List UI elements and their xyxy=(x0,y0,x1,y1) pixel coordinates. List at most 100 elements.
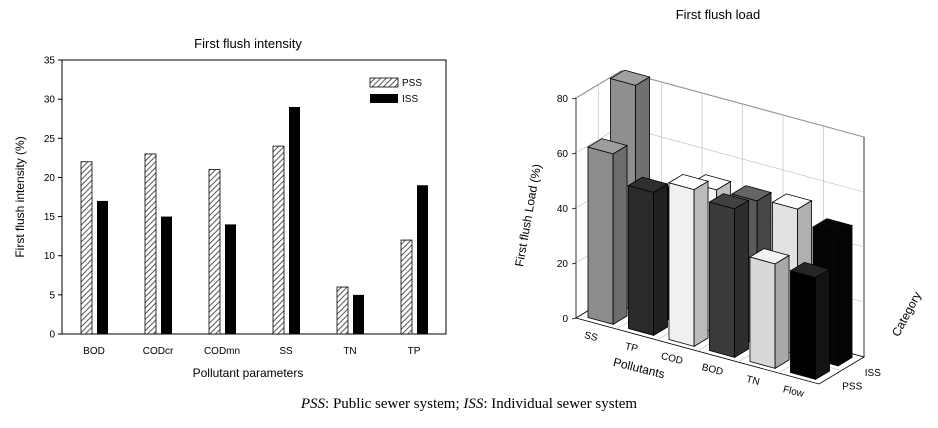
caption-pss-text: : Public sewer system; xyxy=(325,396,464,412)
load-z-axis-label: First flush Load (%) xyxy=(512,163,544,268)
intensity-bar-iss-tp xyxy=(417,185,428,334)
intensity-plot-frame xyxy=(61,59,447,335)
caption-pss-abbr: PSS xyxy=(300,396,326,412)
load-bar-pss-flow-top xyxy=(789,261,831,279)
load-z-tick-label: 60 xyxy=(557,149,569,160)
intensity-bars xyxy=(80,106,428,335)
load-z-tick-label: 0 xyxy=(562,314,568,325)
intensity-bar-iss-codcr xyxy=(161,216,172,334)
load-bar-pss-flow-side xyxy=(815,268,830,381)
load-bar-pss-ss xyxy=(586,138,629,326)
load-bar-pss-cod-front xyxy=(668,182,695,347)
intensity-y-axis-label: First flush intensity (%) xyxy=(13,136,27,257)
load-bar-iss-ss-top xyxy=(609,69,651,86)
intensity-y-tick-label: 20 xyxy=(44,173,56,184)
load-z-tick xyxy=(571,262,577,265)
load-bar-pss-cod xyxy=(667,173,710,348)
load-category-axis-label: Category xyxy=(889,289,924,339)
load-category-tick-label: ISS xyxy=(865,368,881,379)
load-category-tick-label: PSS xyxy=(842,381,862,392)
load-bar-pss-ss-side xyxy=(612,144,628,326)
intensity-x-tick-label: TN xyxy=(343,346,356,357)
figure-caption: PSS: Public sewer system; ISS: Individua… xyxy=(0,396,938,413)
load-bar-iss-tn-top xyxy=(771,193,813,210)
load-x-tick-label: Flow xyxy=(782,384,806,400)
intensity-bar-iss-tn xyxy=(353,294,364,334)
load-bar-pss-tn-top xyxy=(748,248,791,265)
load-z-tick xyxy=(571,97,577,100)
intensity-y-tick-label: 15 xyxy=(44,212,56,223)
legend-swatch-iss xyxy=(370,94,398,103)
load-bar-pss-tn-side xyxy=(774,254,790,370)
load-bar-pss-tp xyxy=(627,176,669,337)
intensity-chart: First flush intensity 0 5 10 15 20 25 30 35 BOD… xyxy=(13,36,447,380)
intensity-y-tick-label: 10 xyxy=(44,251,56,262)
load-bar-pss-tn xyxy=(748,248,791,370)
intensity-y-tick-label: 35 xyxy=(44,56,56,67)
load-z-tick xyxy=(571,152,577,155)
intensity-x-tick-label: CODmn xyxy=(204,346,240,357)
load-bar-iss-bod-top xyxy=(730,185,773,202)
intensity-x-tick-label: SS xyxy=(279,346,293,357)
intensity-y-tick-label: 5 xyxy=(49,290,55,301)
load-bar-pss-tp-top xyxy=(627,176,669,193)
intensity-y-axis: 0 5 10 15 20 25 30 35 xyxy=(44,56,62,341)
caption-iss-abbr: ISS xyxy=(463,396,484,412)
intensity-x-tick-label: TP xyxy=(408,346,421,357)
intensity-bar-pss-tp xyxy=(400,239,413,335)
load-z-axis: 0 20 40 60 80 xyxy=(557,94,577,325)
intensity-x-axis: BOD CODcr CODmn SS TN TP xyxy=(83,346,421,357)
load-bar-pss-bod xyxy=(708,193,750,359)
legend-swatch-pss xyxy=(369,77,399,88)
load-bar-iss-flow-top xyxy=(811,218,854,235)
intensity-bar-pss-codmn xyxy=(208,169,221,335)
load-bar-pss-bod-top xyxy=(708,193,750,210)
intensity-chart-title: First flush intensity xyxy=(194,36,302,51)
load-z-tick xyxy=(571,207,577,210)
load-bar-pss-tp-side xyxy=(653,183,668,337)
load-bar-pss-flow xyxy=(789,261,831,381)
load-bar-iss-flow-side xyxy=(837,224,853,367)
load-bar-pss-bod-side xyxy=(734,199,749,359)
load-z-tick-label: 80 xyxy=(557,94,569,105)
load-bar-pss-ss-front xyxy=(587,146,614,325)
intensity-y-tick-label: 30 xyxy=(44,95,56,106)
load-z-tick xyxy=(571,317,577,320)
caption-iss-text: : Individual sewer system xyxy=(483,396,638,412)
load-chart-title: First flush load xyxy=(676,7,761,22)
legend-label-pss: PSS xyxy=(402,78,422,89)
intensity-x-tick-label: BOD xyxy=(83,346,105,357)
load-x-axis: SS TP COD BOD TN Flow xyxy=(583,330,806,400)
intensity-x-tick-label: CODcr xyxy=(143,346,174,357)
load-x-tick-label: SS xyxy=(583,330,599,344)
intensity-bar-pss-ss xyxy=(272,145,285,335)
load-bar-pss-ss-top xyxy=(586,138,629,155)
load-bar-pss-cod-side xyxy=(693,180,709,348)
intensity-bar-iss-codmn xyxy=(225,224,236,334)
intensity-bar-pss-bod xyxy=(80,161,93,335)
intensity-legend: PSS ISS xyxy=(369,77,422,105)
intensity-bar-iss-bod xyxy=(97,200,108,334)
load-x-tick-label: BOD xyxy=(701,362,725,378)
load-x-tick-label: TP xyxy=(624,341,639,355)
intensity-bar-iss-ss xyxy=(289,106,300,334)
load-bar-pss-cod-top xyxy=(667,173,710,191)
legend-label-iss: ISS xyxy=(402,94,418,105)
intensity-bar-pss-codcr xyxy=(144,153,157,335)
load-bar-pss-tn-front xyxy=(749,256,776,369)
load-chart: First flush load 0 20 40 60 80 SS TP COD BOD TN F… xyxy=(512,7,924,400)
intensity-y-tick-label: 0 xyxy=(49,330,55,341)
intensity-y-tick-label: 25 xyxy=(44,134,56,145)
load-x-axis-label: Pollutants xyxy=(612,355,667,381)
load-bar-pss-tp-front xyxy=(628,185,654,336)
intensity-bar-pss-tn xyxy=(336,286,349,335)
load-bar-pss-bod-front xyxy=(709,201,735,358)
load-z-tick-label: 20 xyxy=(557,259,569,270)
intensity-x-axis-label: Pollutant parameters xyxy=(193,366,304,380)
load-x-tick-label: TN xyxy=(745,374,761,388)
load-bar-pss-flow-front xyxy=(790,270,816,380)
load-z-tick-label: 40 xyxy=(557,204,569,215)
